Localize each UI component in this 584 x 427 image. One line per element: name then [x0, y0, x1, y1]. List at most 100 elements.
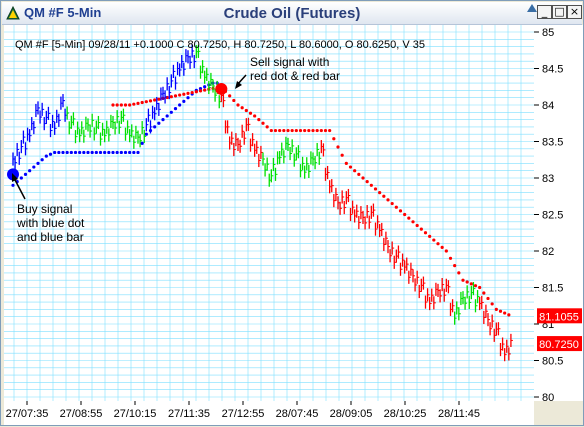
stop-dot	[123, 103, 128, 107]
stop-dot	[298, 128, 303, 133]
stop-dot	[186, 96, 190, 100]
stop-dot	[169, 110, 173, 114]
stop-dot	[336, 145, 340, 149]
stop-dot	[244, 108, 248, 113]
stop-dot	[328, 128, 332, 133]
stop-dot	[465, 280, 469, 284]
window-title: QM #F 5-Min	[24, 5, 102, 20]
stop-dot	[165, 95, 169, 100]
stop-dot	[282, 128, 286, 133]
stop-dot	[307, 128, 311, 133]
x-tick-label: 27/10:15	[114, 408, 157, 420]
stop-dot	[57, 150, 61, 155]
stop-dot	[128, 103, 132, 107]
stop-dot	[173, 107, 178, 111]
stop-dot	[240, 106, 244, 110]
stop-dot	[482, 291, 486, 295]
stop-dot	[136, 101, 140, 105]
y-tick-label: 82.5	[542, 210, 563, 222]
stop-dot	[132, 150, 136, 155]
stop-dot	[194, 90, 198, 94]
stop-dot	[311, 128, 315, 133]
price-bars	[12, 44, 513, 362]
x-tick-label: 27/12:55	[222, 408, 265, 420]
stop-dot	[111, 150, 115, 155]
stop-dot	[153, 98, 157, 102]
stop-dot	[119, 150, 123, 155]
y-tick-label: 81.5	[542, 283, 563, 295]
price-markers: 81.1055 80.7250	[537, 308, 582, 352]
stop-dot	[319, 128, 323, 133]
stop-dot	[165, 114, 169, 118]
maximize-button[interactable]: □	[552, 5, 567, 19]
stop-dot	[19, 176, 23, 180]
scroll-up-arrow-icon[interactable]	[527, 4, 537, 12]
price-marker-label: 81.1055	[539, 311, 579, 323]
stop-dot	[115, 150, 119, 155]
stop-dot	[178, 103, 182, 107]
y-tick-label: 80.5	[542, 356, 563, 368]
stop-dot	[361, 176, 365, 180]
stop-dot	[148, 99, 153, 103]
stop-dot	[65, 150, 69, 155]
minimize-button[interactable]: _	[537, 5, 552, 19]
stop-dot	[369, 183, 373, 187]
stop-dot	[390, 201, 394, 206]
chart-title: Crude Oil (Futures)	[223, 5, 361, 22]
stop-dot	[303, 128, 307, 133]
y-tick-label: 84.5	[542, 64, 563, 76]
stop-dot	[315, 128, 319, 133]
stop-dot	[257, 118, 261, 122]
stop-dot	[394, 205, 398, 209]
title-bar[interactable]: QM #F 5-Min Crude Oil (Futures) _ □ ×	[2, 2, 582, 25]
stop-dot	[203, 85, 207, 89]
x-tick-label: 28/09:05	[330, 408, 373, 420]
stop-dot	[290, 128, 294, 133]
stop-dot	[98, 150, 103, 155]
sell-callout-arrowhead	[235, 81, 242, 89]
stop-dot	[432, 238, 436, 242]
stop-dot	[269, 128, 273, 133]
close-button[interactable]: ×	[567, 5, 582, 19]
buy-annotation-line-3: and blue bar	[17, 230, 84, 244]
stop-dot	[294, 128, 298, 133]
stop-dot	[473, 284, 478, 288]
stop-dot	[36, 161, 40, 165]
stop-dot	[78, 150, 82, 155]
stop-dot	[265, 125, 269, 129]
stop-dot	[448, 256, 453, 260]
stop-dot	[203, 88, 207, 92]
y-tick-label: 85	[542, 27, 554, 39]
stop-dot	[111, 103, 115, 107]
stop-dot	[190, 90, 194, 95]
stop-dot	[119, 103, 123, 107]
stop-dot	[28, 169, 32, 173]
stop-dot	[140, 141, 144, 145]
stop-dot	[161, 118, 165, 122]
stop-dot	[348, 165, 353, 169]
price-marker-label: 80.7250	[539, 339, 579, 351]
stop-dot	[136, 150, 140, 155]
sell-annotation-line-1: Sell signal with	[250, 55, 329, 69]
stop-dot	[153, 125, 157, 129]
stop-dot	[423, 231, 428, 235]
stop-dot	[378, 191, 382, 195]
stop-dot	[278, 128, 282, 133]
stop-dot	[107, 150, 111, 155]
stop-dot	[273, 128, 278, 133]
stop-dot	[457, 271, 461, 275]
stop-dot	[182, 92, 186, 96]
stop-dot	[228, 94, 232, 98]
app-icon	[6, 6, 20, 20]
stop-dots	[11, 81, 511, 317]
stop-dot	[61, 150, 65, 155]
stop-dot	[286, 128, 290, 133]
price-marker	[537, 308, 582, 324]
stop-dot	[353, 169, 357, 173]
stop-dot	[365, 180, 369, 184]
sell-signal-dot	[215, 82, 228, 95]
stop-dot	[140, 100, 144, 105]
stop-dot	[344, 161, 348, 165]
chart-info-line: QM #F [5-Min] 09/28/11 +0.1000 C 80.7250…	[15, 39, 425, 51]
